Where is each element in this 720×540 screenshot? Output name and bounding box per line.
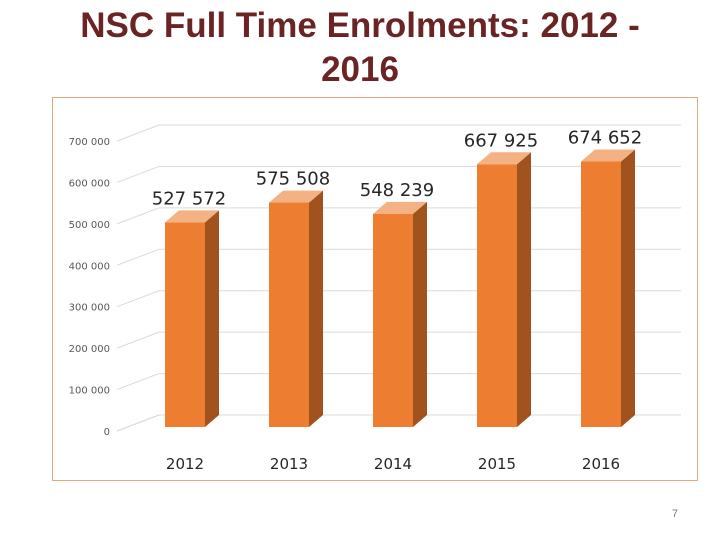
slide-title-line-2: 2016 bbox=[321, 50, 399, 89]
bar bbox=[581, 161, 621, 427]
data-label: 667 925 bbox=[464, 130, 538, 151]
bar bbox=[373, 213, 413, 427]
bar-side bbox=[517, 152, 531, 427]
x-tick-label: 2012 bbox=[166, 455, 204, 473]
y-tick-label: 0 bbox=[104, 427, 110, 438]
x-tick-label: 2013 bbox=[270, 455, 308, 473]
data-label: 575 508 bbox=[256, 169, 330, 190]
bar-chart: 0 100 000 200 000 300 000 400 000 500 000 600 … bbox=[69, 124, 681, 473]
slide-title: NSC Full Time Enrolments: 2012 - 2016 bbox=[0, 4, 720, 92]
y-tick-label: 200 000 bbox=[69, 344, 110, 355]
bar-side bbox=[621, 149, 635, 427]
bar-top bbox=[581, 149, 635, 162]
y-tick-label: 400 000 bbox=[69, 261, 110, 272]
bar-top bbox=[269, 190, 323, 203]
gridline-diagonal bbox=[116, 373, 160, 391]
page-number: 7 bbox=[671, 508, 678, 520]
x-tick-label: 2015 bbox=[478, 455, 516, 473]
bar bbox=[269, 202, 309, 427]
bar-side bbox=[205, 210, 219, 427]
gridline-diagonal bbox=[116, 124, 160, 142]
gridline-diagonal bbox=[116, 207, 160, 225]
x-tick-label: 2014 bbox=[374, 455, 412, 473]
y-tick-label: 300 000 bbox=[69, 303, 110, 314]
bar-top bbox=[477, 152, 531, 165]
y-tick-label: 500 000 bbox=[69, 220, 110, 231]
bar bbox=[165, 222, 205, 427]
chart-frame: 0 100 000 200 000 300 000 400 000 500 000 600 … bbox=[52, 97, 698, 481]
bar-top bbox=[165, 210, 219, 223]
bar-side bbox=[413, 201, 427, 427]
gridline-diagonal bbox=[116, 248, 160, 266]
x-tick-label: 2016 bbox=[582, 455, 620, 473]
slide-title-line-1: NSC Full Time Enrolments: 2012 - bbox=[80, 6, 640, 45]
gridline-diagonal bbox=[116, 165, 160, 183]
bar bbox=[477, 164, 517, 427]
y-tick-label: 100 000 bbox=[69, 386, 110, 397]
bar-side bbox=[309, 190, 323, 427]
y-tick-label: 700 000 bbox=[69, 137, 110, 148]
y-tick-label: 600 000 bbox=[69, 178, 110, 189]
data-label: 548 239 bbox=[360, 180, 434, 201]
data-label: 674 652 bbox=[568, 128, 642, 149]
gridline-diagonal bbox=[116, 290, 160, 308]
gridline-diagonal bbox=[116, 331, 160, 349]
bar-top bbox=[373, 201, 427, 214]
gridline-diagonal bbox=[116, 414, 160, 432]
data-label: 527 572 bbox=[152, 188, 226, 209]
